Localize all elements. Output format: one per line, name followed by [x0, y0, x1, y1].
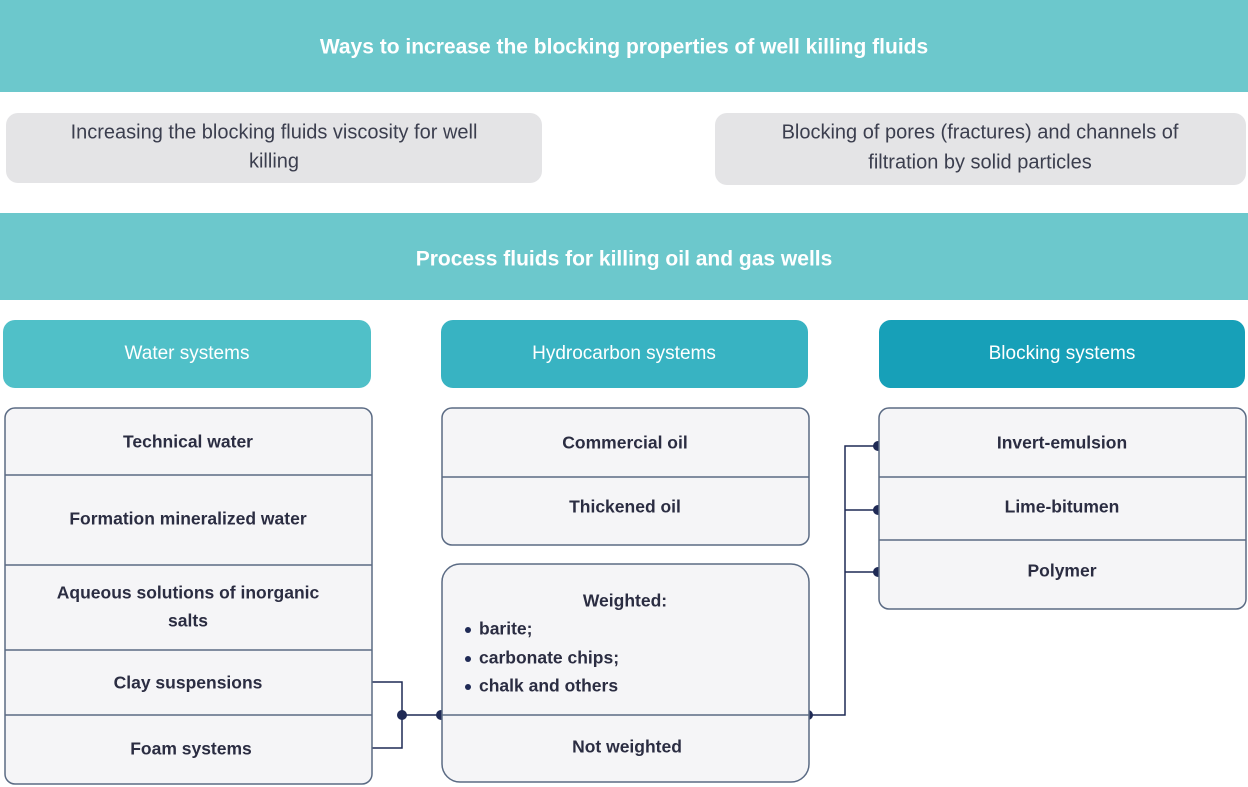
header-title: Ways to increase the blocking properties… — [320, 36, 928, 59]
method-text: killing — [249, 150, 299, 172]
bullet-text: chalk and others — [479, 676, 618, 696]
column-header — [441, 320, 808, 388]
item: Clay suspensions — [114, 673, 263, 693]
bullet-text: barite; — [479, 619, 532, 639]
column-header — [3, 320, 371, 388]
column-header — [879, 320, 1245, 388]
item: Lime-bitumen — [1005, 497, 1120, 517]
method-box — [6, 113, 542, 183]
list-box — [441, 563, 810, 783]
item: Invert-emulsion — [997, 433, 1127, 453]
column-title: Water systems — [125, 343, 250, 364]
process-banner — [0, 213, 1248, 300]
bullet — [465, 656, 471, 662]
item: Polymer — [1027, 561, 1096, 581]
item: Thickened oil — [569, 497, 681, 517]
bullet — [465, 627, 471, 633]
bullet — [465, 684, 471, 690]
header-banner — [0, 0, 1248, 92]
bullet-text: carbonate chips; — [479, 648, 619, 668]
item: Aqueous solutions of inorganic — [57, 583, 320, 603]
item: Formation mineralized water — [69, 509, 306, 529]
method-text: Increasing the blocking fluids viscosity… — [71, 121, 478, 143]
process-title: Process fluids for killing oil and gas w… — [416, 248, 833, 271]
item: salts — [168, 611, 208, 631]
item: Not weighted — [572, 737, 682, 757]
list-box — [4, 407, 373, 785]
method-text: filtration by solid particles — [868, 151, 1091, 173]
method-box — [715, 113, 1246, 185]
junction — [397, 710, 407, 720]
item: Commercial oil — [562, 433, 687, 453]
item: Weighted: — [583, 591, 667, 611]
column-title: Blocking systems — [989, 343, 1136, 364]
item: Foam systems — [130, 739, 252, 759]
method-text: Blocking of pores (fractures) and channe… — [782, 121, 1179, 143]
item: Technical water — [123, 432, 253, 452]
column-title: Hydrocarbon systems — [532, 343, 716, 364]
list-box — [878, 407, 1247, 610]
